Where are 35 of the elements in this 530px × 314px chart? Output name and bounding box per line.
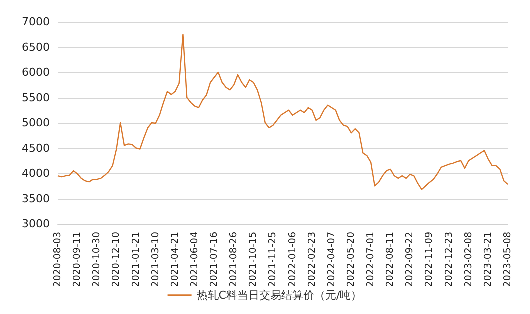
x-tick-label: 2020-12-10 [111,232,122,288]
x-tick-label: 2022-05-20 [346,232,357,288]
y-tick-label: 3500 [22,192,50,206]
x-tick-label: 2023-05-08 [502,232,514,288]
x-tick-label: 2021-03-10 [150,232,162,288]
x-tick-label: 2021-06-04 [189,232,200,288]
y-tick-label: 5000 [22,116,50,130]
legend-label: 热轧C料当日交易结算价（元/吨） [196,289,362,302]
x-tick-label: 2022-01-06 [287,232,298,288]
y-tick-label: 6000 [22,66,50,79]
x-tick-label: 2022-07-01 [366,232,377,288]
y-tick-label: 6500 [22,40,50,54]
x-tick-label: 2021-07-16 [209,232,220,288]
x-tick-label: 2022-02-23 [306,232,318,288]
x-tick-label: 2022-12-23 [444,232,455,288]
line-series [57,34,509,190]
x-tick-label: 2021-08-26 [228,232,240,288]
x-tick-label: 2023-02-08 [463,232,474,288]
y-tick-label: 3000 [22,218,50,230]
x-tick-label: 2020-09-11 [72,232,84,288]
y-tick-label: 5500 [22,91,50,104]
x-tick-label: 2021-04-21 [170,232,181,288]
x-tick-label: 2022-09-22 [404,232,416,288]
x-tick-label: 2020-08-03 [52,232,64,288]
x-tick-label: 2021-01-21 [130,232,142,288]
x-tick-label: 2022-08-11 [385,232,396,288]
x-tick-label: 2020-10-30 [92,232,103,288]
x-tick-label: 2022-04-07 [326,232,338,288]
y-tick-label: 7000 [22,16,50,28]
x-tick-label: 2021-11-25 [268,232,279,288]
x-tick-label: 2023-03-21 [482,232,494,288]
x-tick-label: 2021-10-15 [248,232,260,288]
y-tick-label: 4000 [22,167,50,180]
x-tick-label: 2022-11-09 [424,232,436,288]
y-tick-label: 4500 [22,142,50,155]
